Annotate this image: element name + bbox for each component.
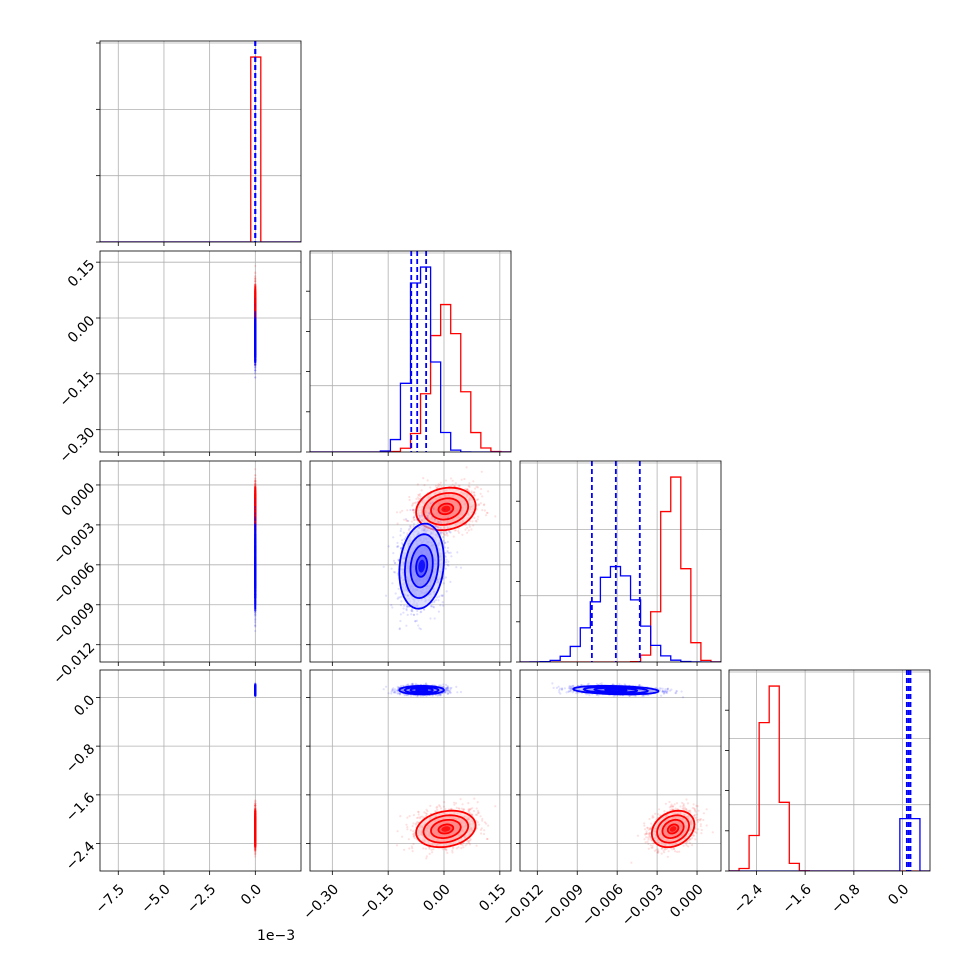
scatter-point <box>254 313 257 316</box>
scatter-point <box>254 366 257 369</box>
scatter-point <box>254 307 257 310</box>
scatter-point <box>254 363 257 366</box>
scatter-point <box>254 369 257 372</box>
scatter-point <box>254 284 257 287</box>
scatter-point <box>254 366 257 369</box>
scatter-point <box>254 363 257 366</box>
panel-frame <box>99 250 302 453</box>
scatter-point <box>254 316 257 319</box>
scatter-point <box>254 310 257 313</box>
scatter-point <box>254 376 257 379</box>
scatter-point <box>254 363 257 366</box>
scatter-point <box>254 369 257 372</box>
scatter-point <box>254 279 257 282</box>
scatter-point <box>254 283 257 286</box>
scatter-point <box>254 280 257 283</box>
scatter-point <box>254 363 257 366</box>
panel-frame <box>309 250 512 453</box>
scatter-point <box>254 312 257 315</box>
scatter-point <box>254 362 257 366</box>
scatter-point <box>254 275 257 278</box>
scatter-point <box>254 313 257 316</box>
scatter-point <box>254 310 257 313</box>
scatter-point <box>254 315 257 318</box>
scatter-point <box>254 283 257 286</box>
scatter-point <box>254 364 257 367</box>
scatter-point <box>254 282 257 285</box>
panel-0-0 <box>96 40 302 246</box>
scatter-point <box>254 363 257 366</box>
scatter-point <box>254 316 257 319</box>
scatter-point <box>254 314 257 317</box>
scatter-point <box>254 313 257 316</box>
scatter-point <box>254 363 257 366</box>
scatter-point <box>254 363 257 366</box>
scatter-point <box>254 365 257 368</box>
scatter-point <box>254 277 257 280</box>
scatter-point <box>254 312 257 315</box>
scatter-point <box>254 376 257 379</box>
scatter-point <box>254 284 257 287</box>
scatter-point <box>254 280 257 283</box>
histogram-group <box>100 41 301 242</box>
scatter-point <box>254 283 257 286</box>
scatter-point <box>254 362 257 365</box>
scatter-point <box>254 315 257 318</box>
scatter-point <box>254 314 257 317</box>
scatter-point <box>254 277 257 281</box>
scatter-point <box>254 283 257 286</box>
scatter-point <box>254 278 257 281</box>
scatter-point <box>254 310 257 313</box>
scatter-point <box>254 310 257 313</box>
scatter-point <box>254 279 257 282</box>
scatter-point <box>254 272 257 275</box>
scatter-point <box>254 284 257 287</box>
scatter-point <box>254 315 257 318</box>
scatter-point <box>254 366 257 369</box>
scatter-group <box>254 264 257 379</box>
scatter-point <box>254 283 257 286</box>
scatter-point <box>254 314 257 318</box>
scatter-point <box>254 312 257 315</box>
scatter-point <box>254 312 257 315</box>
scatter-point <box>254 271 257 274</box>
scatter-point <box>254 280 257 283</box>
scatter-point <box>254 480 257 483</box>
scatter-point <box>254 367 257 370</box>
scatter-point <box>254 364 257 367</box>
scatter-point <box>254 474 257 477</box>
histogram-series-0 <box>310 303 511 452</box>
panel-1-1 <box>306 250 512 456</box>
scatter-point <box>254 369 257 372</box>
scatter-point <box>254 311 257 314</box>
scatter-point <box>254 314 257 317</box>
scatter-point <box>254 313 257 316</box>
scatter-point <box>254 284 257 287</box>
scatter-point <box>254 277 257 280</box>
scatter-point <box>254 312 257 315</box>
scatter-point <box>254 313 257 316</box>
scatter-point <box>254 363 257 366</box>
scatter-point <box>254 311 257 314</box>
scatter-point <box>254 371 257 374</box>
scatter-point <box>254 362 257 365</box>
scatter-point <box>254 297 257 300</box>
scatter-point <box>254 283 257 286</box>
scatter-point <box>254 311 257 314</box>
scatter-point <box>254 483 257 486</box>
scatter-point <box>254 302 257 306</box>
scatter-point <box>254 304 257 307</box>
scatter-point <box>254 369 257 372</box>
scatter-point <box>254 264 257 268</box>
scatter-point <box>254 364 257 367</box>
scatter-group <box>254 468 257 633</box>
scatter-point <box>254 315 257 318</box>
scatter-point <box>254 468 257 471</box>
scatter-point <box>254 372 257 375</box>
panel-frame <box>99 40 302 243</box>
scatter-point <box>254 315 257 318</box>
scatter-point <box>254 275 257 278</box>
